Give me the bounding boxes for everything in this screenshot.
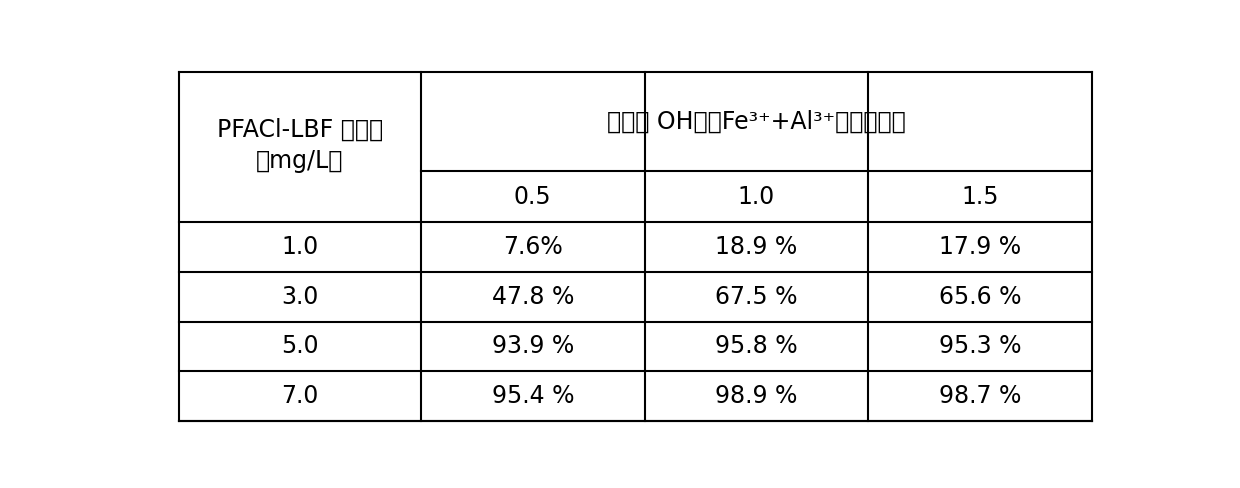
Text: 3.0: 3.0 bbox=[281, 285, 319, 309]
Text: （mg/L）: （mg/L） bbox=[257, 149, 343, 173]
Text: 1.0: 1.0 bbox=[738, 184, 775, 209]
Text: 7.6%: 7.6% bbox=[503, 235, 563, 259]
Text: 7.0: 7.0 bbox=[281, 384, 319, 408]
Text: PFACl-LBF 投加量: PFACl-LBF 投加量 bbox=[217, 118, 383, 142]
Text: 47.8 %: 47.8 % bbox=[491, 285, 574, 309]
Text: 1.5: 1.5 bbox=[961, 184, 999, 209]
Text: 17.9 %: 17.9 % bbox=[939, 235, 1022, 259]
Text: 95.4 %: 95.4 % bbox=[491, 384, 574, 408]
Text: 98.9 %: 98.9 % bbox=[715, 384, 797, 408]
Text: 67.5 %: 67.5 % bbox=[715, 285, 797, 309]
Text: 98.7 %: 98.7 % bbox=[939, 384, 1022, 408]
Text: 5.0: 5.0 bbox=[281, 334, 319, 359]
Text: 95.3 %: 95.3 % bbox=[939, 334, 1022, 359]
Text: 0.5: 0.5 bbox=[515, 184, 552, 209]
Text: 1.0: 1.0 bbox=[281, 235, 319, 259]
Text: 18.9 %: 18.9 % bbox=[715, 235, 797, 259]
Text: 93.9 %: 93.9 % bbox=[492, 334, 574, 359]
Text: 碑化度 OH：（Fe³⁺+Al³⁺）的摩尔比: 碑化度 OH：（Fe³⁺+Al³⁺）的摩尔比 bbox=[608, 109, 906, 134]
Text: 95.8 %: 95.8 % bbox=[715, 334, 797, 359]
Text: 65.6 %: 65.6 % bbox=[939, 285, 1022, 309]
